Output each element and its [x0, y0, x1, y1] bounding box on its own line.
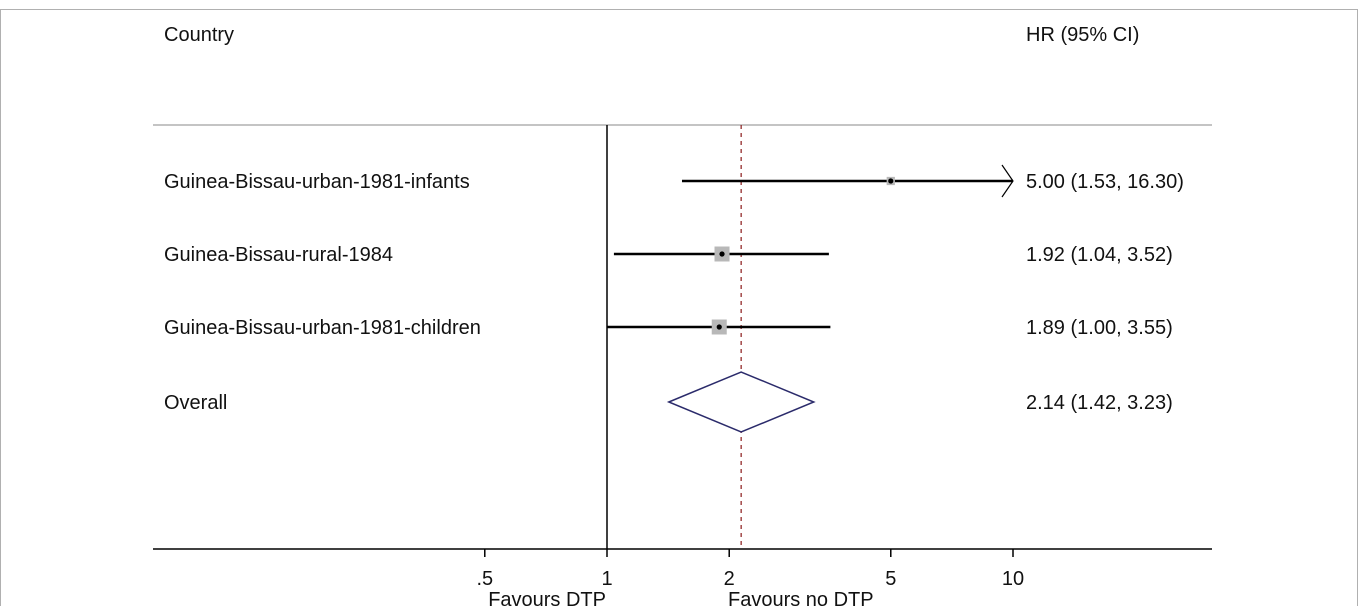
ci-arrow: [1001, 164, 1014, 198]
study-hr-ci: 5.00 (1.53, 16.30): [1026, 171, 1184, 193]
x-tick-label: 10: [1002, 568, 1024, 590]
study-label: Guinea-Bissau-urban-1981-infants: [164, 171, 470, 193]
point-estimate: [888, 178, 894, 184]
study-label: Guinea-Bissau-urban-1981-children: [164, 317, 481, 339]
header-country: Country: [164, 24, 234, 46]
plot-frame: [0, 9, 1358, 606]
point-estimate: [716, 324, 722, 330]
x-tick-label: .5: [476, 568, 493, 590]
study-hr-ci: 1.89 (1.00, 3.55): [1026, 317, 1173, 339]
overall-diamond: [666, 371, 816, 433]
x-tick-label: 2: [724, 568, 735, 590]
favours-left-label: Favours DTP: [488, 589, 606, 606]
point-estimate: [719, 251, 725, 257]
study-hr-ci: 1.92 (1.04, 3.52): [1026, 244, 1173, 266]
x-tick-label: 5: [885, 568, 896, 590]
header-hr-ci: HR (95% CI): [1026, 24, 1139, 46]
overall-hr-ci: 2.14 (1.42, 3.23): [1026, 392, 1173, 414]
overall-label: Overall: [164, 392, 227, 414]
favours-right-label: Favours no DTP: [728, 589, 874, 606]
study-label: Guinea-Bissau-rural-1984: [164, 244, 393, 266]
x-tick-label: 1: [601, 568, 612, 590]
